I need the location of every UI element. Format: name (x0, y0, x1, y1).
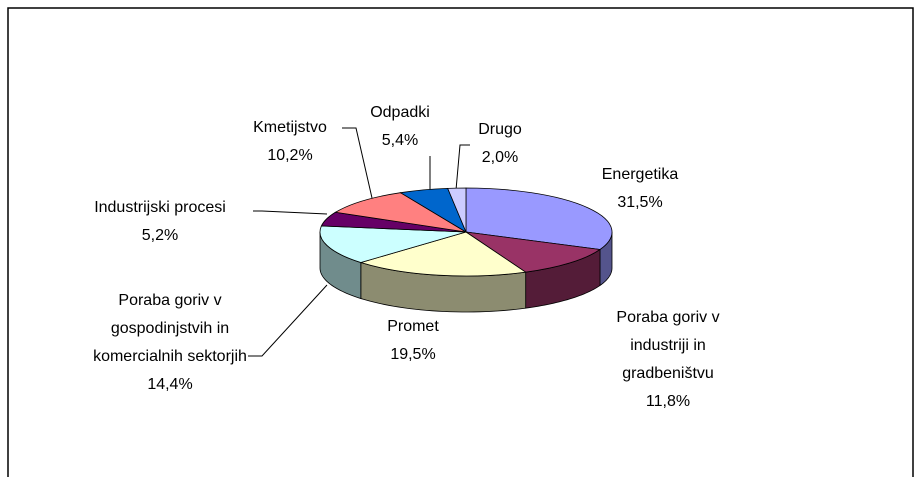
data-label: Promet 19,5% (363, 313, 463, 369)
slice (447, 187, 467, 233)
category-label: Drugo (478, 121, 522, 138)
category-label: Promet (387, 318, 439, 335)
category-label: Industrijski procesi (94, 199, 226, 216)
value-label: 2,0% (481, 149, 519, 166)
value-label: 19,5% (390, 346, 436, 363)
slice (359, 231, 527, 277)
data-label: Industrijski procesi 5,2% (60, 194, 260, 250)
value-label: 31,5% (617, 194, 663, 211)
data-label: Odpadki 5,4% (350, 99, 450, 155)
leader-lines (248, 127, 470, 357)
category-label: Odpadki (370, 104, 430, 121)
slice (465, 187, 613, 250)
value-label: 10,2% (267, 147, 313, 164)
leader-line (455, 144, 470, 191)
data-label: Energetika 31,5% (575, 161, 705, 217)
leader-line (248, 284, 328, 357)
data-label: Poraba goriv v gospodinjstvih in komerci… (85, 287, 255, 399)
leader-line (253, 210, 328, 215)
category-label: Poraba goriv v gospodinjstvih in komerci… (93, 292, 247, 365)
data-label: Kmetijstvo 10,2% (230, 114, 350, 170)
data-label: Poraba goriv v industriji in gradbeništv… (593, 304, 743, 416)
category-label: Kmetijstvo (253, 119, 327, 136)
pie (319, 187, 613, 313)
leader-line (342, 127, 373, 199)
category-label: Energetika (601, 166, 679, 183)
value-label: 14,4% (147, 376, 193, 393)
value-label: 5,4% (381, 132, 419, 149)
data-label: Drugo 2,0% (460, 116, 540, 172)
frame (7, 7, 914, 477)
slice (319, 225, 467, 263)
slice (465, 231, 602, 273)
value-label: 5,2% (141, 227, 179, 244)
value-label: 11,8% (645, 393, 691, 410)
category-label: Poraba goriv v industriji in gradbeništv… (616, 309, 720, 382)
slice (334, 192, 467, 233)
